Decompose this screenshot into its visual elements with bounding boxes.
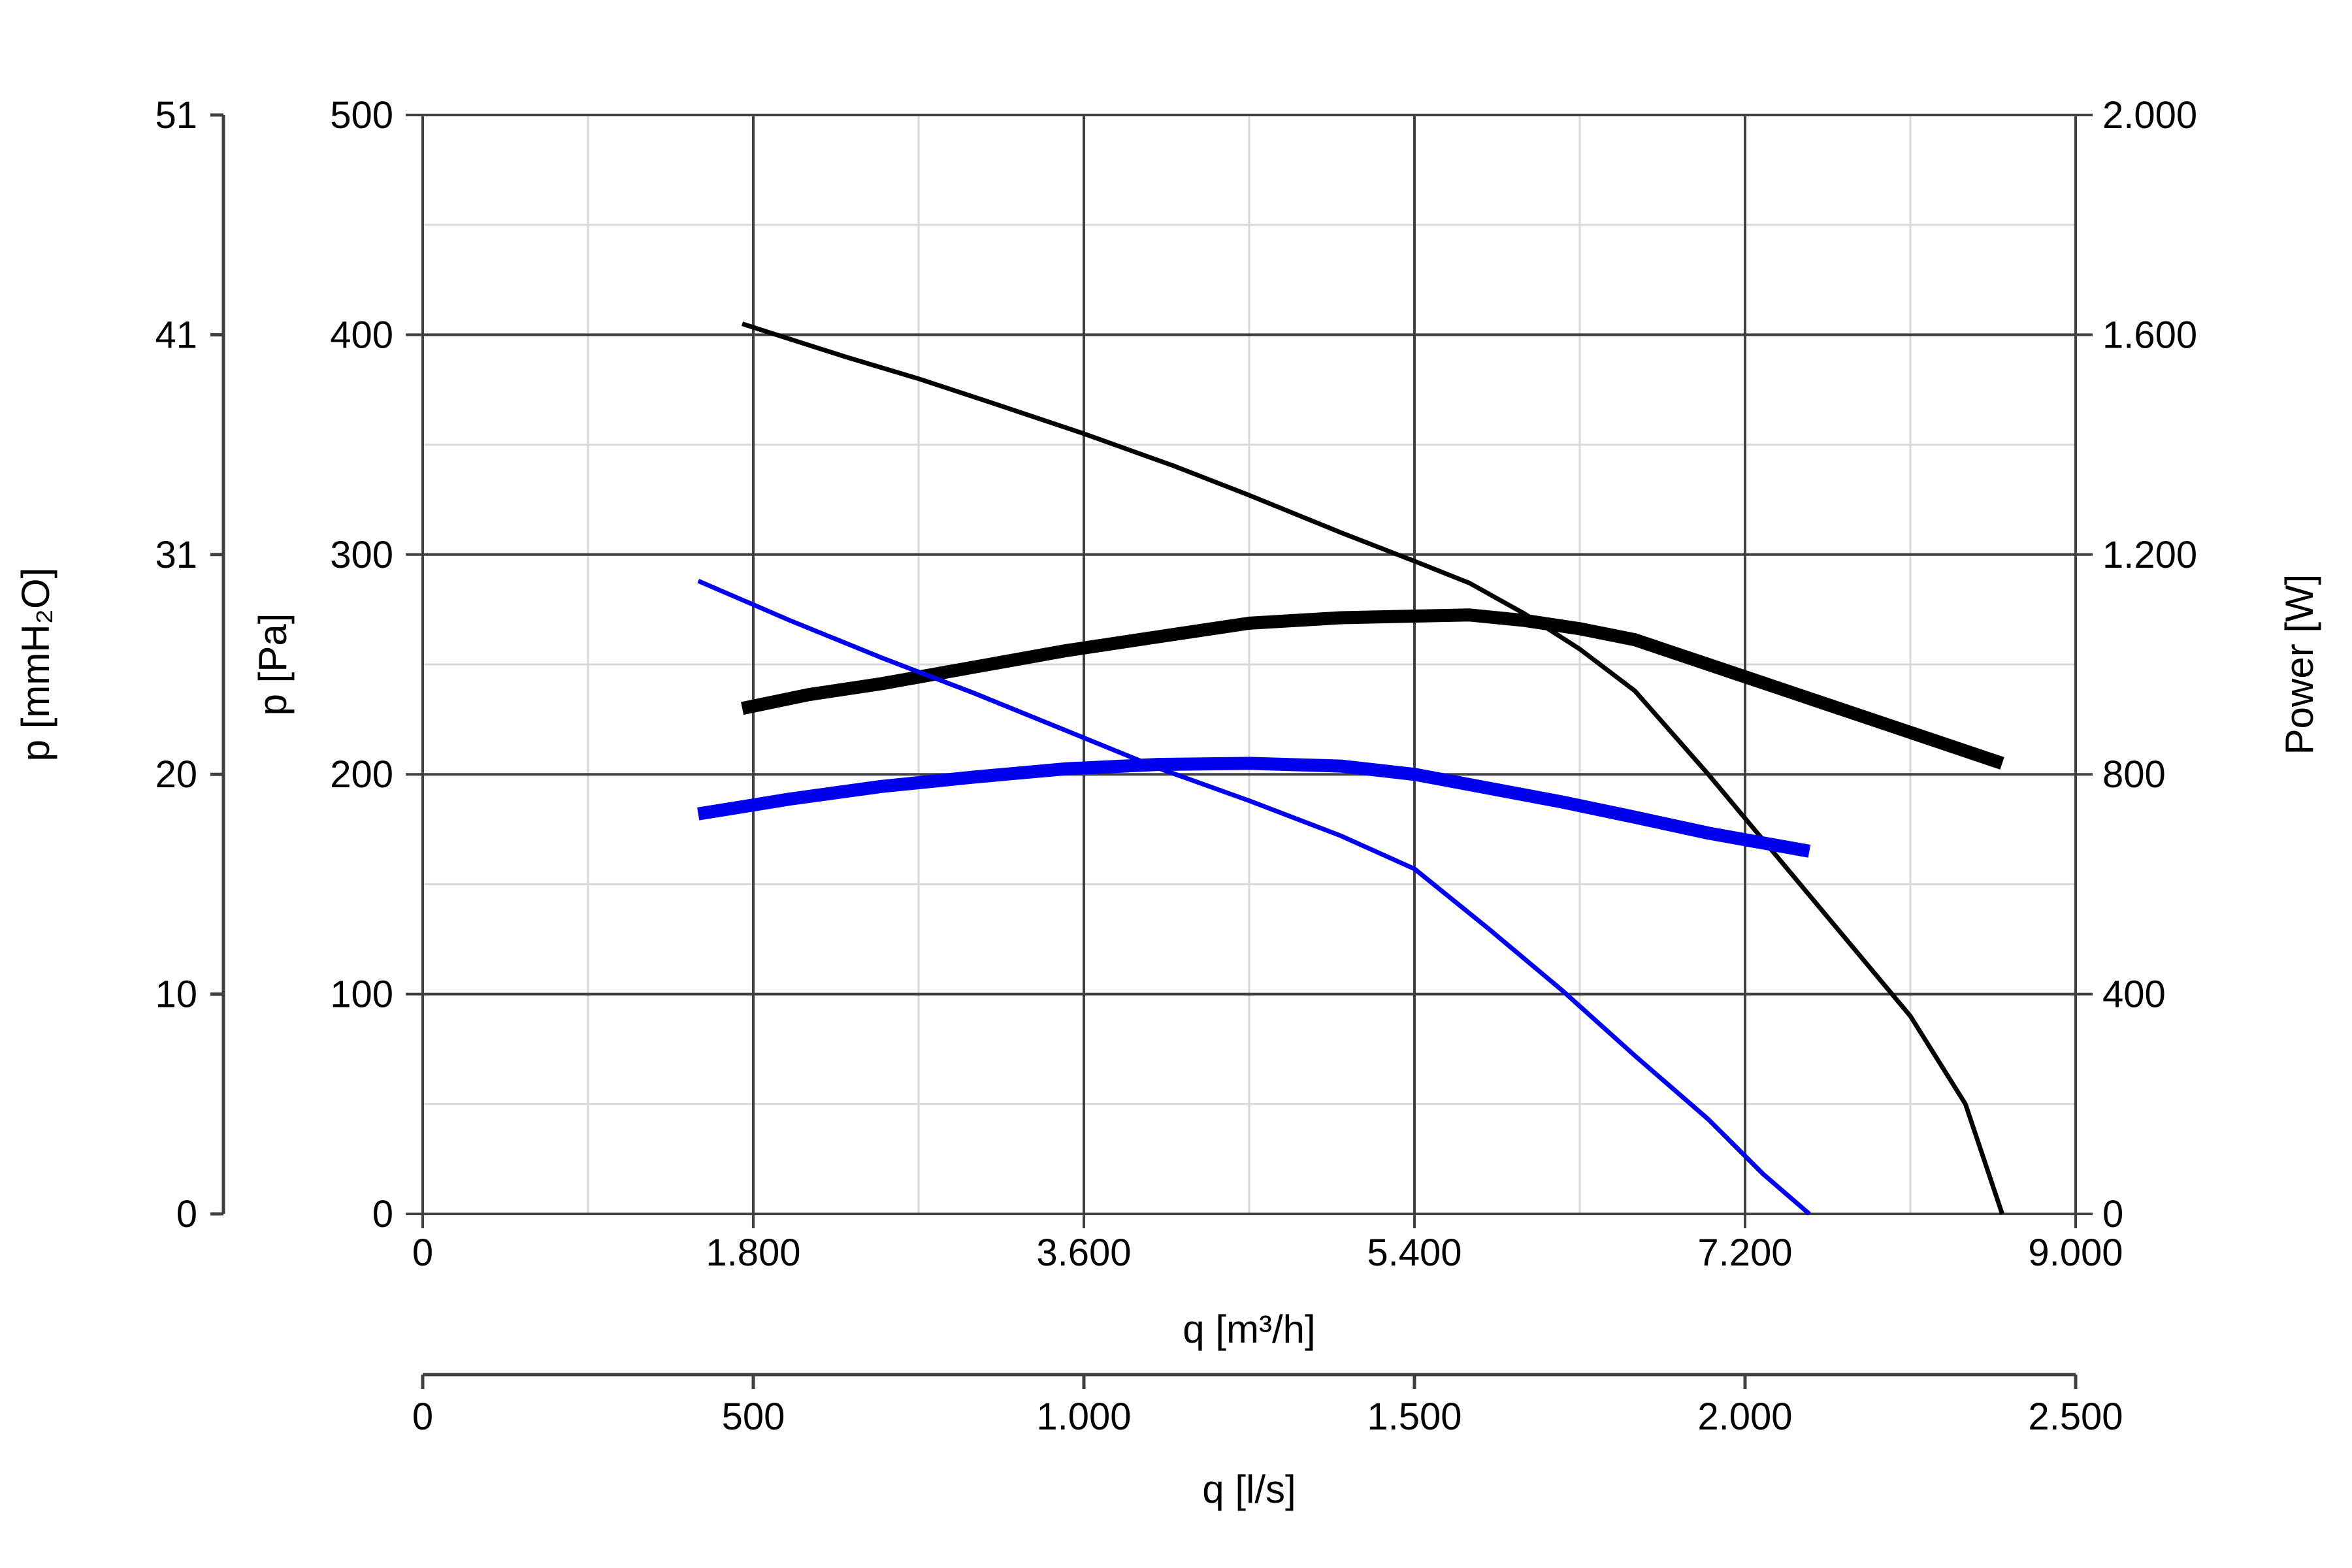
x-axis-title: q [m³/h] xyxy=(1183,1307,1315,1351)
series-line-2 xyxy=(741,608,2004,770)
x-tick-label: 7.200 xyxy=(1697,1232,1792,1274)
x2-tick-label: 1.000 xyxy=(1036,1396,1131,1438)
y-left-outer-tick-label: 20 xyxy=(155,753,197,796)
x-tick-label: 3.600 xyxy=(1036,1232,1131,1274)
x2-tick-label: 2.000 xyxy=(1697,1396,1792,1438)
y-left-outer-axis-title: p [mmH₂O] xyxy=(14,568,57,762)
minor-grid xyxy=(423,115,2076,1214)
y-tick-label: 400 xyxy=(330,314,393,356)
y2-tick-label: 0 xyxy=(2102,1193,2123,1235)
x-tick-label: 5.400 xyxy=(1367,1232,1462,1274)
y-left-outer-tick-label: 51 xyxy=(155,94,197,137)
y-tick-label: 500 xyxy=(330,94,393,137)
y2-tick-label: 2.000 xyxy=(2102,94,2197,137)
y2-tick-label: 1.600 xyxy=(2102,314,2197,356)
y-left-outer-tick-label: 0 xyxy=(176,1193,197,1235)
y2-tick-label: 800 xyxy=(2102,753,2166,796)
y-left-outer-tick-label: 31 xyxy=(155,534,197,576)
axes xyxy=(210,113,2078,1389)
x-tick-label: 9.000 xyxy=(2028,1232,2123,1274)
y2-tick-label: 1.200 xyxy=(2102,534,2197,576)
y-tick-label: 200 xyxy=(330,753,393,796)
y-left-outer-tick-label: 41 xyxy=(155,314,197,356)
y-tick-label: 0 xyxy=(372,1193,393,1235)
x2-tick-label: 0 xyxy=(412,1396,433,1438)
series-line-1 xyxy=(742,321,2004,1215)
x-tick-label: 1.800 xyxy=(706,1232,800,1274)
y2-tick-label: 400 xyxy=(2102,973,2166,1016)
series-group xyxy=(697,321,2004,1216)
x2-tick-label: 2.500 xyxy=(2028,1396,2123,1438)
x-tick-label: 0 xyxy=(412,1232,433,1274)
y-left-outer-tick-label: 10 xyxy=(155,973,197,1016)
x2-axis-title: q [l/s] xyxy=(1202,1467,1296,1511)
series-line-4 xyxy=(697,757,1811,858)
y-tick-label: 300 xyxy=(330,534,393,576)
y-axis-title: p [Pa] xyxy=(251,613,295,716)
plot-frame xyxy=(421,114,2077,1215)
x2-tick-label: 500 xyxy=(722,1396,785,1438)
series-line-3 xyxy=(697,578,1811,1216)
y-tick-label: 100 xyxy=(330,973,393,1016)
y2-axis-title: Power [W] xyxy=(2278,574,2321,755)
x2-tick-label: 1.500 xyxy=(1367,1396,1462,1438)
